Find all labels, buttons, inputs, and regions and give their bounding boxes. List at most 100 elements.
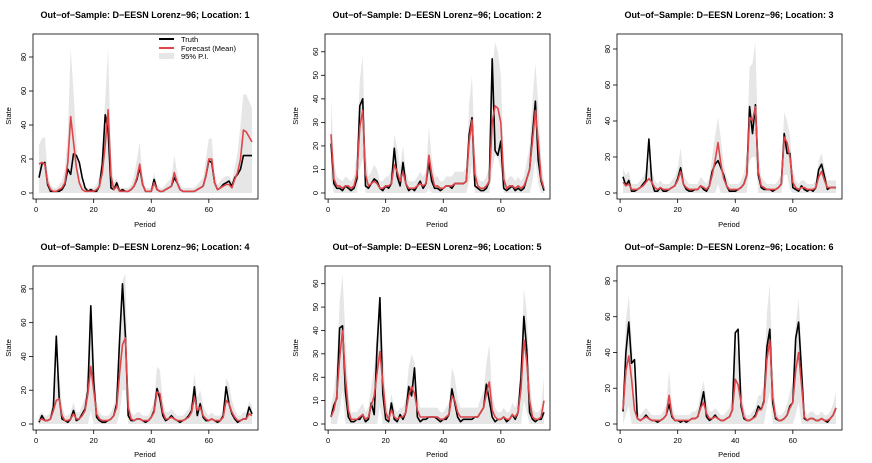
x-tick-label: 0: [618, 205, 622, 214]
y-tick-label: 50: [311, 303, 320, 311]
x-axis-label: Period: [134, 450, 156, 459]
truth-series-line: [622, 104, 836, 192]
y-axis-label: State: [291, 107, 300, 125]
truth-series-line: [330, 57, 545, 192]
x-tick-label: 0: [34, 436, 38, 445]
prediction-interval-area: [331, 274, 544, 424]
series-lines: [330, 57, 545, 192]
x-tick-label: 20: [90, 205, 98, 214]
x-tick-label: 20: [90, 436, 98, 445]
prediction-interval-band: [39, 273, 252, 424]
x-axis-label: Period: [426, 220, 448, 229]
legend-band-label: 95% P.I.: [181, 52, 208, 61]
legend-truth-label: Truth: [181, 35, 198, 44]
chart-title: Out−of−Sample: D−EESN Lorenz−96; Locatio…: [40, 10, 249, 20]
truth-series-line: [38, 282, 253, 424]
plot-frame: [616, 33, 843, 200]
x-tick-label: 40: [439, 436, 447, 445]
panel-location-3: Out−of−Sample: D−EESN Lorenz−96; Locatio…: [584, 10, 843, 229]
x-tick-label: 20: [674, 436, 682, 445]
y-axis-label: State: [291, 339, 300, 357]
x-tick-label: 60: [789, 436, 797, 445]
plot-frame: [324, 33, 551, 200]
y-tick-label: 30: [311, 118, 320, 126]
x-axis-label: Period: [134, 220, 156, 229]
plot-frame: [616, 265, 843, 431]
y-tick-label: 0: [19, 191, 28, 195]
chart-title: Out−of−Sample: D−EESN Lorenz−96; Locatio…: [624, 10, 833, 20]
legend-forecast-label: Forecast (Mean): [181, 44, 237, 53]
y-tick-label: 80: [603, 277, 612, 285]
panel-location-6: Out−of−Sample: D−EESN Lorenz−96; Locatio…: [584, 242, 843, 459]
x-axis: 0 20 40 60: [34, 430, 213, 445]
chart-title: Out−of−Sample: D−EESN Lorenz−96; Locatio…: [332, 242, 541, 252]
series-lines: [38, 108, 253, 193]
y-tick-label: 20: [603, 384, 612, 392]
x-axis-label: Period: [718, 220, 740, 229]
forecast-series-line: [622, 339, 837, 422]
x-tick-label: 20: [674, 205, 682, 214]
panel-location-4: Out−of−Sample: D−EESN Lorenz−96; Locatio…: [4, 242, 259, 459]
y-tick-label: 60: [19, 318, 28, 326]
series-lines: [38, 282, 253, 424]
x-tick-label: 20: [382, 436, 390, 445]
y-tick-label: 40: [19, 121, 28, 129]
y-axis-label: State: [584, 107, 593, 125]
x-axis: 0 20 40 60: [618, 199, 797, 214]
y-axis: 0 20 40 60 80: [603, 45, 617, 195]
forecast-series-line: [330, 105, 545, 190]
y-axis-label: State: [584, 339, 593, 357]
x-tick-label: 60: [497, 436, 505, 445]
y-tick-label: 50: [311, 71, 320, 79]
y-tick-label: 20: [311, 142, 320, 150]
x-tick-label: 40: [147, 436, 155, 445]
y-tick-label: 80: [19, 285, 28, 293]
legend: Truth Forecast (Mean) 95% P.I.: [159, 35, 237, 61]
x-axis: 0 20 40 60: [326, 430, 505, 445]
panel-location-5: Out−of−Sample: D−EESN Lorenz−96; Locatio…: [291, 242, 551, 459]
forecast-series-line: [38, 337, 253, 422]
x-tick-label: 20: [382, 205, 390, 214]
prediction-interval-band: [623, 284, 836, 424]
y-tick-label: 0: [19, 422, 28, 426]
series-lines: [330, 296, 545, 423]
y-tick-label: 0: [603, 191, 612, 195]
y-tick-label: 60: [603, 313, 612, 321]
truth-series-line: [330, 296, 545, 423]
x-tick-label: 40: [731, 205, 739, 214]
plot-frame: [32, 33, 259, 200]
y-axis: 0 20 40 60 80: [603, 277, 617, 426]
prediction-interval-band: [331, 274, 544, 424]
y-axis: 0 10 20 30 40 50 60: [311, 280, 325, 426]
prediction-interval-area: [39, 273, 252, 424]
y-tick-label: 10: [311, 165, 320, 173]
y-tick-label: 0: [603, 422, 612, 426]
y-tick-label: 40: [603, 348, 612, 356]
y-tick-label: 40: [311, 326, 320, 334]
y-tick-label: 40: [311, 95, 320, 103]
prediction-interval-band: [623, 41, 836, 193]
y-tick-label: 0: [311, 191, 320, 195]
forecast-series-line: [330, 329, 545, 421]
y-tick-label: 30: [311, 350, 320, 358]
x-axis: 0 20 40 60: [618, 430, 797, 445]
x-tick-label: 40: [731, 436, 739, 445]
y-axis-label: State: [4, 107, 13, 125]
x-tick-label: 60: [497, 205, 505, 214]
prediction-interval-area: [623, 284, 836, 424]
forecast-series-line: [38, 108, 253, 193]
y-tick-label: 20: [311, 373, 320, 381]
y-tick-label: 20: [19, 155, 28, 163]
y-tick-label: 20: [603, 153, 612, 161]
y-axis-label: State: [4, 339, 13, 357]
series-lines: [622, 104, 836, 192]
x-tick-label: 60: [789, 205, 797, 214]
x-tick-label: 0: [34, 205, 38, 214]
x-tick-label: 0: [326, 436, 330, 445]
y-tick-label: 80: [603, 45, 612, 53]
x-tick-label: 60: [205, 436, 213, 445]
chart-title: Out−of−Sample: D−EESN Lorenz−96; Locatio…: [624, 242, 833, 252]
y-axis: 0 20 40 60 80: [19, 53, 33, 195]
y-tick-label: 60: [311, 280, 320, 288]
